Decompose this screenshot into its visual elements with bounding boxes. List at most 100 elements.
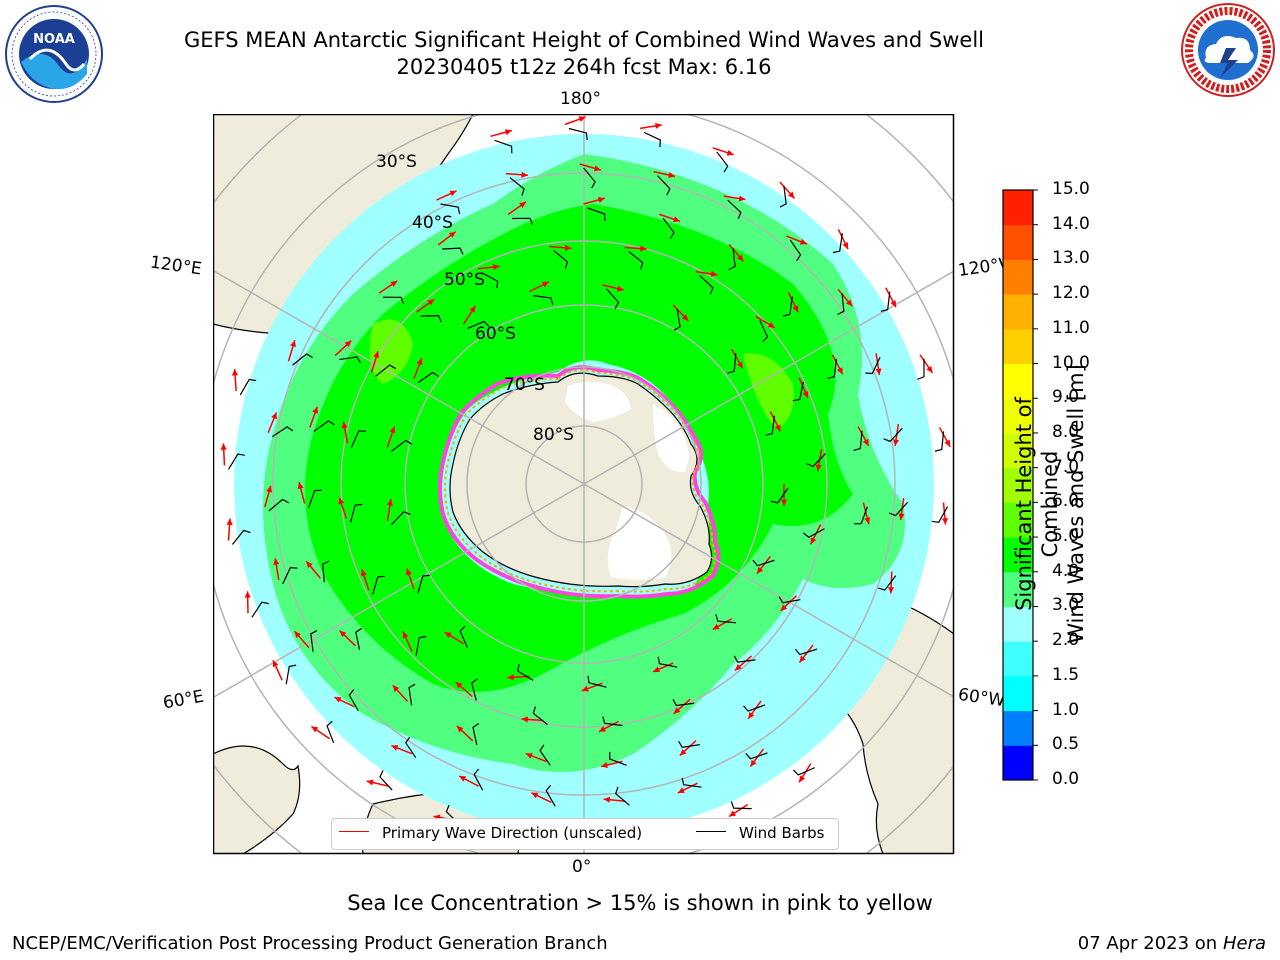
wave-arrow-head [306,561,313,569]
wind-barb [372,575,385,595]
wave-arrow-head [845,299,853,307]
wave-arrow-head [581,685,589,692]
colorbar-segment [1003,467,1033,503]
wave-arrow-head [893,439,900,446]
wave-arrow-head [272,660,279,668]
lat-label-80s: 80°S [533,425,574,445]
wind-barb [313,420,335,432]
footer-date-text: 07 Apr 2023 on [1077,933,1223,954]
wave-arrow-head [427,299,435,306]
wind-barb [883,427,903,443]
wave-arrow-head [416,358,423,366]
colorbar-segment [1003,328,1033,365]
wave-arrow-head [780,604,788,612]
wave-arrow-head [810,537,817,545]
wind-barb [880,291,891,312]
wave-arrow-head [799,655,806,663]
wind-barb [770,487,789,504]
wind-barb [310,630,318,652]
wind-barb [602,716,623,727]
wave-arrow-head [231,369,239,376]
wave-arrow-head [815,464,822,472]
wind-barb [792,381,804,402]
sea-ice-edge [438,365,721,599]
colorbar-tick-label: 3.0 [1052,595,1080,616]
wave-arrow-head [373,351,380,359]
footer-credit: NCEP/EMC/Verification Post Processing Pr… [12,933,608,954]
wind-barb [733,655,756,663]
chart-subtitle: 20230405 t12z 264h fcst Max: 6.16 [396,55,772,79]
wind-barb [282,567,298,585]
colorbar-segment [1003,398,1033,434]
wave-arrow-head [799,238,807,245]
wave-arrow-head [598,726,606,732]
wind-barb [405,736,417,759]
wind-barb [440,203,461,215]
colorbar-segment [1003,363,1033,399]
wave-arrow-head [756,566,764,574]
wind-barb [806,453,826,468]
wave-arrow-head [774,424,781,432]
wave-arrow-head [788,191,795,199]
wind-barb [467,320,490,329]
wind-barb [743,704,766,712]
wave-arrow-head [726,149,734,156]
wave-arrow-head [244,591,251,598]
colorbar-segment [1003,432,1033,469]
wave-arrow-head [780,499,788,506]
wind-barb [803,528,825,539]
wind-barb [854,506,868,525]
wind-barbs [227,127,949,848]
wave-arrow-head [290,340,296,348]
wind-barb [643,131,661,148]
colorbar [1002,189,1038,781]
footer-date: 07 Apr 2023 on Hera [1078,933,1266,954]
wind-barb [285,664,297,685]
wind-barb [745,752,768,760]
wind-barb [615,786,630,806]
wind-barb [657,656,678,668]
wind-barb [239,378,257,396]
wind-barb [390,511,411,526]
wind-barb [716,151,729,173]
colorbar-segment [1003,537,1033,573]
legend-wave-swatch [339,831,369,832]
wind-barb [481,272,499,289]
wave-arrow-head [392,685,400,692]
wind-barb [673,308,681,331]
wind-barb [494,139,513,154]
wave-arrow-head [712,623,720,630]
wave-arrow-head [668,172,676,178]
map-legend: Primary Wave Direction (unscaled) Wind B… [331,818,839,850]
wind-barb [459,625,469,648]
lon-label-120e: 120°E [148,252,203,280]
wave-arrow-head [799,775,806,783]
wave-arrow-head [311,726,319,733]
wind-barb [292,353,313,366]
wind-barb [355,627,362,650]
wave-arrow-head [679,749,687,756]
wind-barb [794,648,818,656]
wave-arrow-head [271,412,277,420]
wave-arrow-head [736,361,743,369]
wind-barb [383,296,405,305]
wind-barb [350,430,366,448]
wave-arrow-head [842,242,848,250]
lat-label-60s: 60°S [475,324,516,344]
wind-barb [417,371,439,384]
wave-arrow-head [792,305,799,313]
colorbar-segment [1003,571,1033,607]
legend-barb-label: Wind Barbs [739,824,825,842]
lat-label-40s: 40°S [412,213,453,233]
wave-arrow-head [578,116,586,122]
lat-label-50s: 50°S [444,270,485,290]
colorbar-segment [1003,190,1033,226]
wave-arrow-head [344,340,352,348]
wave-arrow-head [504,129,512,136]
lon-label-60e: 60°E [161,686,206,714]
wind-barb [837,293,845,316]
wave-arrow-head [297,482,304,490]
wave-arrow-head [493,263,500,271]
wind-barb [878,575,897,591]
wave-direction-arrows [220,116,951,845]
